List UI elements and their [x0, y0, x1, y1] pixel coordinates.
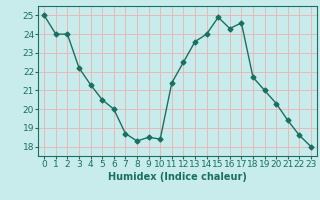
X-axis label: Humidex (Indice chaleur): Humidex (Indice chaleur): [108, 172, 247, 182]
